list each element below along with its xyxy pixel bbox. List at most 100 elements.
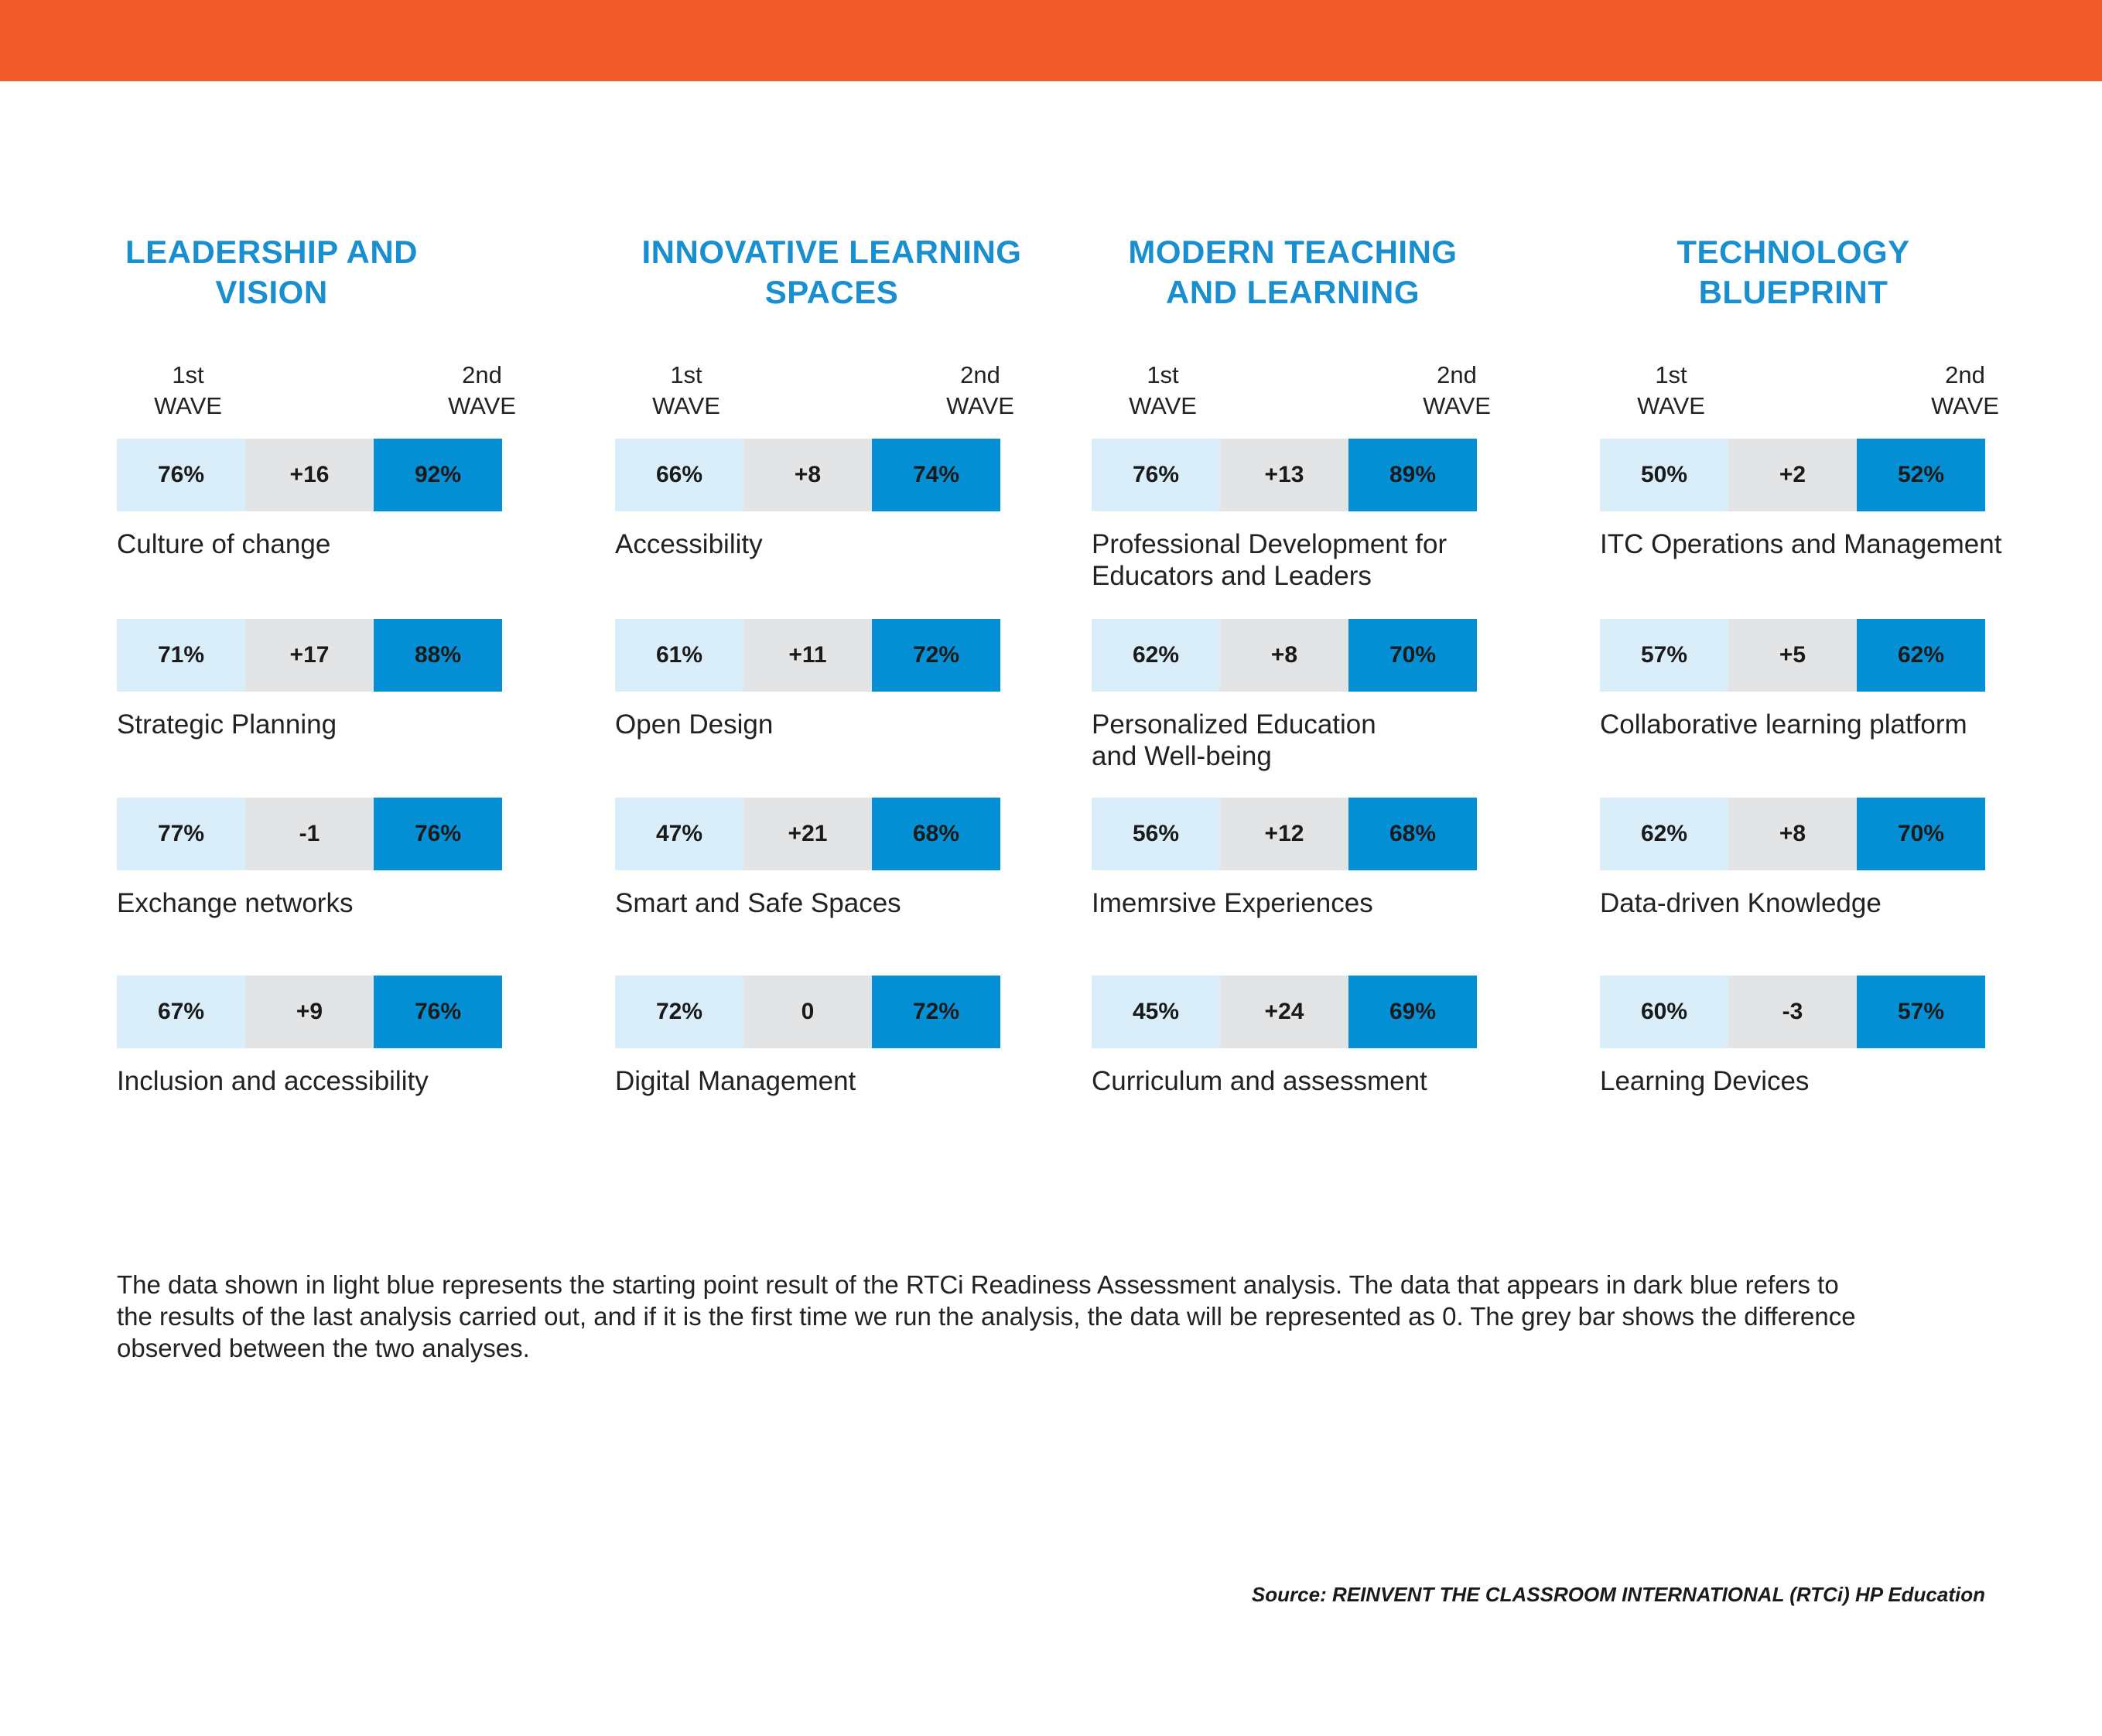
- indicator-row: 57% +5 62% Collaborative learning platform: [1600, 619, 2102, 774]
- indicator-label-line: Smart and Safe Spaces: [615, 888, 901, 918]
- first-wave-value: 50%: [1600, 439, 1728, 511]
- first-wave-value: 61%: [615, 619, 743, 692]
- indicator-row: 50% +2 52% ITC Operations and Management: [1600, 439, 2102, 593]
- second-wave-label: 2nd WAVE: [436, 360, 528, 422]
- indicator-label-line: and Well-being: [1092, 741, 1272, 771]
- indicator-label-line: Open Design: [615, 709, 774, 740]
- section-title-line: TECHNOLOGY BLUEPRINT: [1676, 234, 1910, 310]
- wave-label-line: 2nd: [1437, 361, 1477, 388]
- indicator-label-line: Culture of change: [117, 529, 331, 559]
- indicator-row: 60% -3 57% Learning Devices: [1600, 976, 2102, 1130]
- indicator-label: Inclusion and accessibility: [117, 1065, 550, 1097]
- first-wave-value: 66%: [615, 439, 743, 511]
- wave-label-line: 1st: [172, 361, 204, 388]
- second-wave-value: 89%: [1348, 439, 1477, 511]
- first-wave-value: 72%: [615, 976, 743, 1048]
- first-wave-value: 76%: [117, 439, 245, 511]
- first-wave-label: 1st WAVE: [1625, 360, 1717, 422]
- explanation-note: The data shown in light blue represents …: [117, 1269, 1974, 1364]
- indicator-label: Collaborative learning platform: [1600, 709, 2033, 740]
- indicator-label: Learning Devices: [1600, 1065, 2033, 1097]
- indicator-label: Professional Development for Educators an…: [1092, 528, 1525, 592]
- indicator-label: Culture of change: [117, 528, 550, 560]
- first-wave-value: 62%: [1600, 798, 1728, 870]
- section-title: LEADERSHIP AND VISION: [78, 232, 465, 313]
- indicator-row: 56% +12 68% Imemrsive Experiences: [1092, 798, 1633, 952]
- wave-label-line: WAVE: [448, 392, 516, 419]
- indicator-row: 66% +8 74% Accessibility: [615, 439, 1157, 593]
- difference-value: -3: [1728, 976, 1857, 1048]
- wave-label-line: WAVE: [1423, 392, 1491, 419]
- source-credit: Source: REINVENT THE CLASSROOM INTERNATI…: [1251, 1583, 1985, 1606]
- note-line: the results of the last analysis carried…: [117, 1302, 1856, 1331]
- indicator-label-line: Professional Development for: [1092, 529, 1447, 559]
- wave-label-line: 2nd: [1945, 361, 1985, 388]
- second-wave-label: 2nd WAVE: [1410, 360, 1503, 422]
- indicator-row: 76% +13 89% Professional Development for Edu…: [1092, 439, 1633, 593]
- second-wave-value: 88%: [374, 619, 502, 692]
- section-title: INNOVATIVE LEARNING SPACES: [638, 232, 1025, 313]
- indicator-row: 62% +8 70% Data-driven Knowledge: [1600, 798, 2102, 952]
- indicator-label-line: Personalized Education: [1092, 709, 1376, 740]
- indicator-label-line: ITC Operations and Management: [1600, 529, 2002, 559]
- difference-value: 0: [743, 976, 872, 1048]
- section-title: MODERN TEACHING AND LEARNING: [1099, 232, 1486, 313]
- first-wave-value: 45%: [1092, 976, 1220, 1048]
- second-wave-value: 76%: [374, 798, 502, 870]
- second-wave-label: 2nd WAVE: [934, 360, 1027, 422]
- indicator-row: 61% +11 72% Open Design: [615, 619, 1157, 774]
- second-wave-value: 76%: [374, 976, 502, 1048]
- indicator-label-line: Curriculum and assessment: [1092, 1066, 1427, 1096]
- wave-label-line: WAVE: [154, 392, 222, 419]
- indicator-row: 67% +9 76% Inclusion and accessibility: [117, 976, 658, 1130]
- difference-value: +24: [1220, 976, 1348, 1048]
- section-title-line: MODERN TEACHING: [1128, 234, 1458, 270]
- indicator-label-line: Collaborative learning platform: [1600, 709, 1967, 740]
- indicator-row: 47% +21 68% Smart and Safe Spaces: [615, 798, 1157, 952]
- first-wave-label: 1st WAVE: [640, 360, 733, 422]
- first-wave-value: 62%: [1092, 619, 1220, 692]
- first-wave-value: 71%: [117, 619, 245, 692]
- first-wave-value: 77%: [117, 798, 245, 870]
- indicator-label-line: Strategic Planning: [117, 709, 337, 740]
- second-wave-value: 62%: [1857, 619, 1985, 692]
- indicator-row: 76% +16 92% Culture of change: [117, 439, 658, 593]
- second-wave-value: 70%: [1857, 798, 1985, 870]
- difference-value: -1: [245, 798, 374, 870]
- indicator-label-line: Learning Devices: [1600, 1066, 1810, 1096]
- indicator-label-line: Data-driven Knowledge: [1600, 888, 1882, 918]
- section-title-line: AND LEARNING: [1166, 274, 1420, 310]
- indicator-row: 45% +24 69% Curriculum and assessment: [1092, 976, 1633, 1130]
- indicator-label-line: Inclusion and accessibility: [117, 1066, 429, 1096]
- first-wave-value: 57%: [1600, 619, 1728, 692]
- second-wave-value: 68%: [872, 798, 1000, 870]
- difference-value: +12: [1220, 798, 1348, 870]
- difference-value: +8: [1728, 798, 1857, 870]
- indicator-label: Curriculum and assessment: [1092, 1065, 1525, 1097]
- second-wave-value: 69%: [1348, 976, 1477, 1048]
- second-wave-label: 2nd WAVE: [1919, 360, 2011, 422]
- wave-label-line: 2nd: [960, 361, 1000, 388]
- indicator-label-line: Accessibility: [615, 529, 763, 559]
- section-title: TECHNOLOGY BLUEPRINT: [1600, 232, 1987, 313]
- indicator-label: Digital Management: [615, 1065, 1048, 1097]
- wave-label-line: WAVE: [652, 392, 720, 419]
- indicator-label: Accessibility: [615, 528, 1048, 560]
- indicator-label: Open Design: [615, 709, 1048, 740]
- first-wave-value: 67%: [117, 976, 245, 1048]
- indicator-row: 77% -1 76% Exchange networks: [117, 798, 658, 952]
- difference-value: +17: [245, 619, 374, 692]
- indicator-label-line: Digital Management: [615, 1066, 856, 1096]
- second-wave-value: 92%: [374, 439, 502, 511]
- first-wave-value: 60%: [1600, 976, 1728, 1048]
- section-title-line: INNOVATIVE LEARNING: [641, 234, 1022, 270]
- wave-label-line: 1st: [1147, 361, 1179, 388]
- indicator-row: 71% +17 88% Strategic Planning: [117, 619, 658, 774]
- first-wave-value: 47%: [615, 798, 743, 870]
- difference-value: +8: [1220, 619, 1348, 692]
- wave-label-line: WAVE: [1637, 392, 1705, 419]
- section-title-line: LEADERSHIP AND VISION: [125, 234, 419, 310]
- second-wave-value: 70%: [1348, 619, 1477, 692]
- indicator-row: 72% 0 72% Digital Management: [615, 976, 1157, 1130]
- wave-label-line: 1st: [1655, 361, 1687, 388]
